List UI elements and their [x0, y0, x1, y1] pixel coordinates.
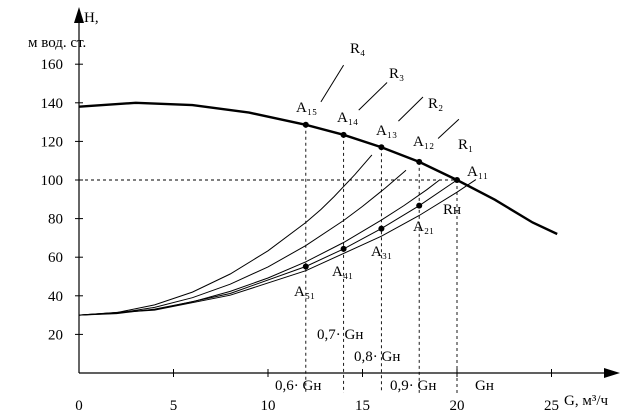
x-tick-label: 10 — [261, 398, 276, 414]
y-axis-label-units: м вод. ст. — [28, 35, 86, 51]
x-tick-label: 15 — [355, 398, 370, 414]
curve-label-leader — [398, 96, 424, 122]
y-tick-label: 100 — [41, 173, 64, 189]
curve-label: R₃ — [389, 66, 404, 82]
curve-system-5 — [78, 179, 458, 316]
y-tick-label: 60 — [48, 250, 63, 266]
point-marker — [378, 225, 385, 232]
point-marker — [416, 158, 423, 165]
point-label: A₃₁ — [371, 244, 392, 260]
x-annotation: 0,9· Gн — [390, 378, 436, 394]
curve-system-2 — [78, 169, 407, 316]
y-tick-label: 140 — [41, 96, 64, 112]
x-tick-label: 25 — [544, 398, 559, 414]
x-axis-arrow — [604, 368, 620, 378]
point-label: A₁₂ — [413, 134, 434, 150]
x-annotation: Gн — [475, 378, 494, 394]
point-marker — [416, 202, 423, 209]
x-tick-label: 5 — [170, 398, 178, 414]
y-axis-arrow — [74, 7, 84, 23]
y-axis-label: H, — [84, 10, 99, 26]
y-tick-label: 80 — [48, 212, 63, 228]
point-marker — [302, 121, 309, 128]
curve-pump — [78, 101, 558, 236]
x-axis-label: G, м³/ч — [564, 393, 608, 409]
x-annotation: 0,8· Gн — [354, 349, 400, 365]
point-label: A₁₁ — [467, 164, 488, 180]
point-marker — [340, 131, 347, 138]
curve-label: R₁ — [458, 137, 473, 153]
curve-label-leader — [437, 118, 460, 139]
point-label: A₁₄ — [337, 110, 358, 126]
curve-system-1 — [78, 154, 373, 316]
point-marker — [378, 144, 385, 151]
curve-label-leader — [358, 82, 388, 111]
point-label: A₁₃ — [376, 123, 397, 139]
point-marker — [454, 177, 460, 183]
point-label: A₅₁ — [294, 284, 315, 300]
y-tick-label: 120 — [41, 134, 64, 150]
curve-label: R₄ — [350, 41, 365, 57]
curve-label: Rн — [443, 202, 461, 218]
point-marker — [340, 245, 347, 252]
point-marker — [302, 263, 309, 270]
y-tick-label: 40 — [48, 289, 63, 305]
x-annotation: 0,6· Gн — [275, 378, 321, 394]
x-tick-label: 0 — [75, 398, 83, 414]
y-tick-label: 160 — [41, 57, 64, 73]
x-tick-label: 20 — [450, 398, 465, 414]
curve-system-4 — [78, 179, 477, 316]
point-label: A₄₁ — [332, 264, 353, 280]
x-annotation: 0,7· Gн — [317, 327, 363, 343]
point-label: A₂₁ — [413, 219, 434, 235]
curve-label: R₂ — [428, 96, 443, 112]
point-label: A₁₅ — [296, 100, 317, 116]
curve-label-leader — [320, 64, 345, 103]
y-tick-label: 20 — [48, 327, 63, 343]
